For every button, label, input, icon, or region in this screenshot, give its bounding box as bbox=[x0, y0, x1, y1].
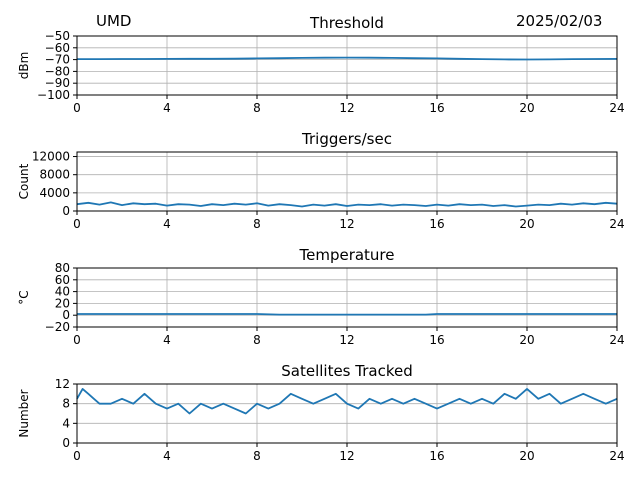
x-tick-label: 8 bbox=[253, 101, 261, 115]
series-line-1 bbox=[77, 313, 617, 316]
x-tick-label: 4 bbox=[163, 217, 171, 231]
y-tick-label: 40 bbox=[55, 285, 70, 299]
x-tick-label: 0 bbox=[73, 333, 81, 347]
y-tick-label: −70 bbox=[45, 53, 70, 67]
x-tick-label: 16 bbox=[429, 101, 444, 115]
x-tick-label: 24 bbox=[609, 449, 624, 463]
y-tick-label: 20 bbox=[55, 296, 70, 310]
panel-title: Satellites Tracked bbox=[281, 362, 412, 380]
x-tick-label: 4 bbox=[163, 101, 171, 115]
y-axis-label: dBm bbox=[17, 52, 31, 80]
date-label: 2025/02/03 bbox=[516, 12, 603, 30]
x-tick-label: 16 bbox=[429, 449, 444, 463]
series-line-1 bbox=[76, 387, 618, 415]
panel-4: 0 4 8 12 16 20 24 0 4 8 12 Satellites Tracked Number bbox=[17, 362, 625, 463]
series-line-1 bbox=[76, 201, 618, 208]
y-axis-label: °C bbox=[17, 290, 31, 304]
x-tick-label: 8 bbox=[253, 217, 261, 231]
y-tick-label: 12 bbox=[55, 377, 70, 391]
series-line-1 bbox=[77, 56, 618, 61]
y-tick-label: 4000 bbox=[39, 186, 70, 200]
x-tick-label: 0 bbox=[73, 449, 81, 463]
x-tick-label: 24 bbox=[609, 101, 624, 115]
x-tick-label: 24 bbox=[609, 217, 624, 231]
panel-title: Triggers/sec bbox=[301, 130, 392, 148]
x-tick-label: 0 bbox=[73, 101, 81, 115]
x-tick-label: 16 bbox=[429, 333, 444, 347]
y-tick-label: −100 bbox=[37, 88, 70, 102]
y-tick-label: 80 bbox=[55, 261, 70, 275]
y-tick-label: −50 bbox=[45, 29, 70, 43]
panel-title: Threshold bbox=[309, 14, 384, 32]
x-tick-label: 12 bbox=[339, 101, 354, 115]
panel-2: 0 4 8 12 16 20 24 0 4000 8000 12000 Triggers/sec Cou… bbox=[17, 130, 625, 231]
x-tick-label: 4 bbox=[163, 449, 171, 463]
y-tick-label: −20 bbox=[45, 320, 70, 334]
x-tick-label: 20 bbox=[519, 333, 534, 347]
y-tick-label: 0 bbox=[62, 436, 70, 450]
x-tick-label: 20 bbox=[519, 449, 534, 463]
x-tick-label: 24 bbox=[609, 333, 624, 347]
y-tick-label: 4 bbox=[62, 416, 70, 430]
x-tick-label: 20 bbox=[519, 101, 534, 115]
x-tick-label: 12 bbox=[339, 333, 354, 347]
y-axis-label: Count bbox=[17, 163, 31, 199]
x-tick-label: 0 bbox=[73, 217, 81, 231]
x-tick-label: 12 bbox=[339, 217, 354, 231]
x-tick-label: 16 bbox=[429, 217, 444, 231]
y-tick-label: 0 bbox=[62, 204, 70, 218]
x-tick-label: 12 bbox=[339, 449, 354, 463]
x-tick-label: 4 bbox=[163, 333, 171, 347]
y-tick-label: −80 bbox=[45, 64, 70, 78]
site-label: UMD bbox=[96, 12, 132, 30]
x-tick-label: 8 bbox=[253, 449, 261, 463]
x-tick-label: 20 bbox=[519, 217, 534, 231]
y-tick-label: 8000 bbox=[39, 168, 70, 182]
y-axis-label: Number bbox=[17, 389, 31, 437]
y-tick-label: 12000 bbox=[32, 150, 70, 164]
y-tick-label: −90 bbox=[45, 76, 70, 90]
y-tick-label: 0 bbox=[62, 308, 70, 322]
panel-1: 0 4 8 12 16 20 24 −100−90−80−70−60−50 Threshold d… bbox=[17, 14, 625, 115]
y-tick-label: −60 bbox=[45, 41, 70, 55]
x-tick-label: 8 bbox=[253, 333, 261, 347]
y-tick-label: 60 bbox=[55, 273, 70, 287]
y-tick-label: 8 bbox=[62, 397, 70, 411]
panel-title: Temperature bbox=[298, 246, 394, 264]
